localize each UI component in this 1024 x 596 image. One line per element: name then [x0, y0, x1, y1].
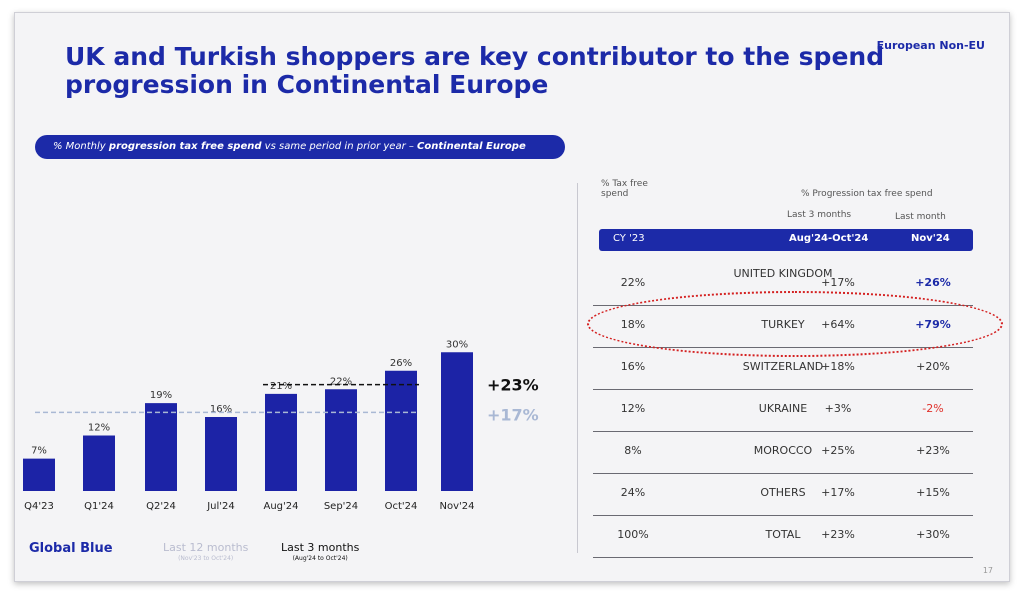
- row-last-month: +23%: [916, 444, 950, 457]
- global-blue-logo: Global Blue: [29, 541, 113, 556]
- table-row: 100% TOTAL +23% +30%: [593, 515, 973, 558]
- row-last-month: +20%: [916, 360, 950, 373]
- col-share-header: % Tax free spend: [601, 179, 648, 199]
- slide-title: UK and Turkish shoppers are key contribu…: [65, 42, 885, 99]
- subtitle-part2: vs same period in prior year –: [261, 141, 418, 152]
- bar-value-label: 30%: [446, 339, 468, 350]
- col-3m-header: Last 3 months: [787, 210, 852, 220]
- row-country: UKRAINE: [758, 402, 808, 415]
- x-tick-label: Q2'24: [146, 501, 176, 512]
- section-divider: [577, 183, 578, 553]
- row-country: OTHERS: [760, 486, 806, 499]
- bar-Nov'24: [441, 352, 473, 491]
- x-tick-label: Jul'24: [206, 501, 235, 512]
- bar-value-label: 16%: [210, 404, 232, 415]
- region-tag: European Non-EU: [876, 39, 985, 52]
- x-tick-label: Q4'23: [24, 501, 54, 512]
- row-last-month: +30%: [916, 528, 950, 541]
- bar-value-label: 7%: [31, 446, 47, 457]
- legend-last-3-sub: (Aug'24 to Oct'24): [292, 555, 348, 562]
- avg-label-last-12-months: +17%: [487, 405, 539, 424]
- bar-chart: 7% Q4'23 12% Q1'24 19% Q2'24 16% Jul'24 21% Aug'2…: [23, 339, 539, 512]
- chart-subtitle: % Monthly progression tax free spend vs …: [35, 135, 565, 159]
- header-cy: CY '23: [613, 233, 645, 244]
- col-lm-header: Last month: [895, 212, 946, 222]
- subtitle-part1: % Monthly: [53, 141, 109, 152]
- table-header-bar: CY '23 Aug'24-Oct'24 Nov'24: [599, 229, 973, 251]
- bar-Oct'24: [385, 370, 417, 491]
- row-last-3-months: +17%: [821, 276, 855, 289]
- bar-value-label: 22%: [330, 376, 352, 387]
- slide: UK and Turkish shoppers are key contribu…: [14, 12, 1010, 582]
- bar-Q1'24: [83, 435, 115, 491]
- row-share: 100%: [617, 528, 649, 541]
- legend-last-12-label: Last 12 months: [163, 541, 249, 554]
- bar-Aug'24: [265, 393, 297, 491]
- x-tick-label: Sep'24: [324, 501, 358, 512]
- subtitle-bold2: Continental Europe: [417, 141, 526, 152]
- row-last-3-months: +23%: [821, 528, 855, 541]
- table-row: 16% SWITZERLAND +18% +20%: [593, 347, 973, 390]
- x-tick-label: Aug'24: [264, 501, 299, 512]
- x-tick-label: Nov'24: [440, 501, 475, 512]
- row-last-3-months: +3%: [824, 402, 852, 415]
- turkey-highlight-ellipse: [587, 291, 1003, 357]
- header-lm: Nov'24: [911, 233, 950, 244]
- bar-value-label: 12%: [88, 423, 110, 434]
- row-share: 12%: [620, 402, 646, 415]
- header-3m: Aug'24-Oct'24: [789, 233, 869, 244]
- legend-last-12-months: Last 12 months (Nov'23 to Oct'24): [163, 541, 248, 562]
- table-row: 24% OTHERS +17% +15%: [593, 473, 973, 516]
- bar-Sep'24: [325, 389, 357, 491]
- progression-header: % Progression tax free spend: [801, 189, 933, 199]
- row-share: 22%: [620, 276, 646, 289]
- row-share: 24%: [620, 486, 646, 499]
- row-country: TOTAL: [765, 528, 801, 541]
- row-last-3-months: +17%: [821, 486, 855, 499]
- bar-value-label: 21%: [270, 381, 292, 392]
- row-last-month: +15%: [916, 486, 950, 499]
- avg-label-last-3-months: +23%: [487, 376, 539, 395]
- bar-Q4'23: [23, 458, 55, 491]
- bar-value-label: 26%: [390, 358, 412, 369]
- row-last-month: +26%: [915, 276, 951, 289]
- row-share: 8%: [624, 444, 642, 457]
- row-country: UNITED KINGDOM: [733, 267, 833, 280]
- row-last-3-months: +18%: [821, 360, 855, 373]
- table-row: 12% UKRAINE +3% -2%: [593, 389, 973, 432]
- legend-last-12-sub: (Nov'23 to Oct'24): [178, 555, 234, 562]
- legend-last-3-label: Last 3 months: [281, 541, 360, 554]
- row-country: SWITZERLAND: [742, 360, 824, 373]
- row-share: 16%: [620, 360, 646, 373]
- row-country: MOROCCO: [753, 444, 813, 457]
- bar-Q2'24: [145, 403, 177, 491]
- subtitle-bold: progression tax free spend: [108, 141, 262, 152]
- bar-value-label: 19%: [150, 390, 172, 401]
- page-number: 17: [982, 566, 993, 575]
- x-tick-label: Oct'24: [385, 501, 418, 512]
- x-tick-label: Q1'24: [84, 501, 114, 512]
- legend-last-3-months: Last 3 months (Aug'24 to Oct'24): [281, 541, 359, 562]
- row-last-month: -2%: [922, 402, 944, 415]
- row-last-3-months: +25%: [821, 444, 855, 457]
- bar-Jul'24: [205, 417, 237, 491]
- table-row: 8% MOROCCO +25% +23%: [593, 431, 973, 474]
